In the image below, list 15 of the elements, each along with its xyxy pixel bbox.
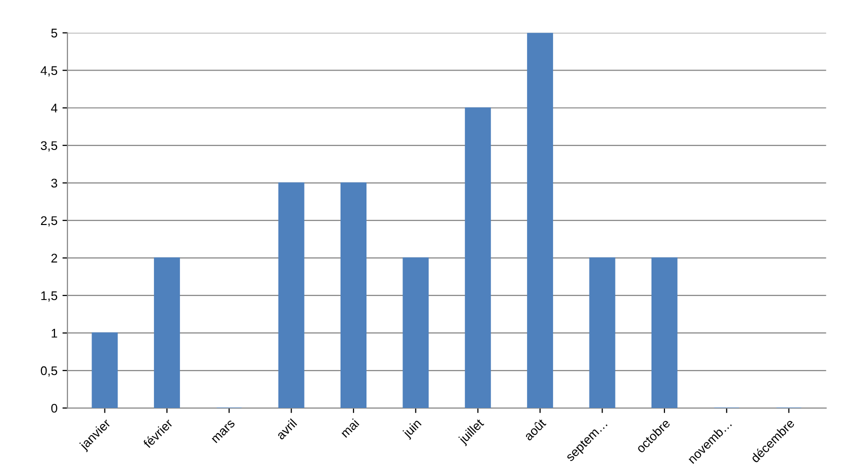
- y-tick-label: 0,5: [40, 366, 58, 377]
- x-tick-label: août: [523, 418, 546, 442]
- x-tick-label: mai: [340, 418, 360, 438]
- y-tick-label: 2,5: [40, 216, 58, 227]
- y-tick-label: 5: [51, 28, 58, 38]
- y-tick-label: 1,5: [41, 291, 58, 302]
- y-tick-label: 1: [52, 328, 58, 338]
- y-tick-label: 3: [51, 178, 58, 188]
- y-tick-label: 2: [51, 254, 58, 262]
- x-tick-label: avril: [275, 418, 298, 440]
- y-tick-label: 3,5: [40, 141, 58, 152]
- y-tick-label: 0: [51, 404, 58, 413]
- y-tick-label: 4,5: [40, 66, 58, 76]
- y-tick-label: 4: [51, 104, 58, 112]
- x-tick-label: juin: [402, 418, 424, 440]
